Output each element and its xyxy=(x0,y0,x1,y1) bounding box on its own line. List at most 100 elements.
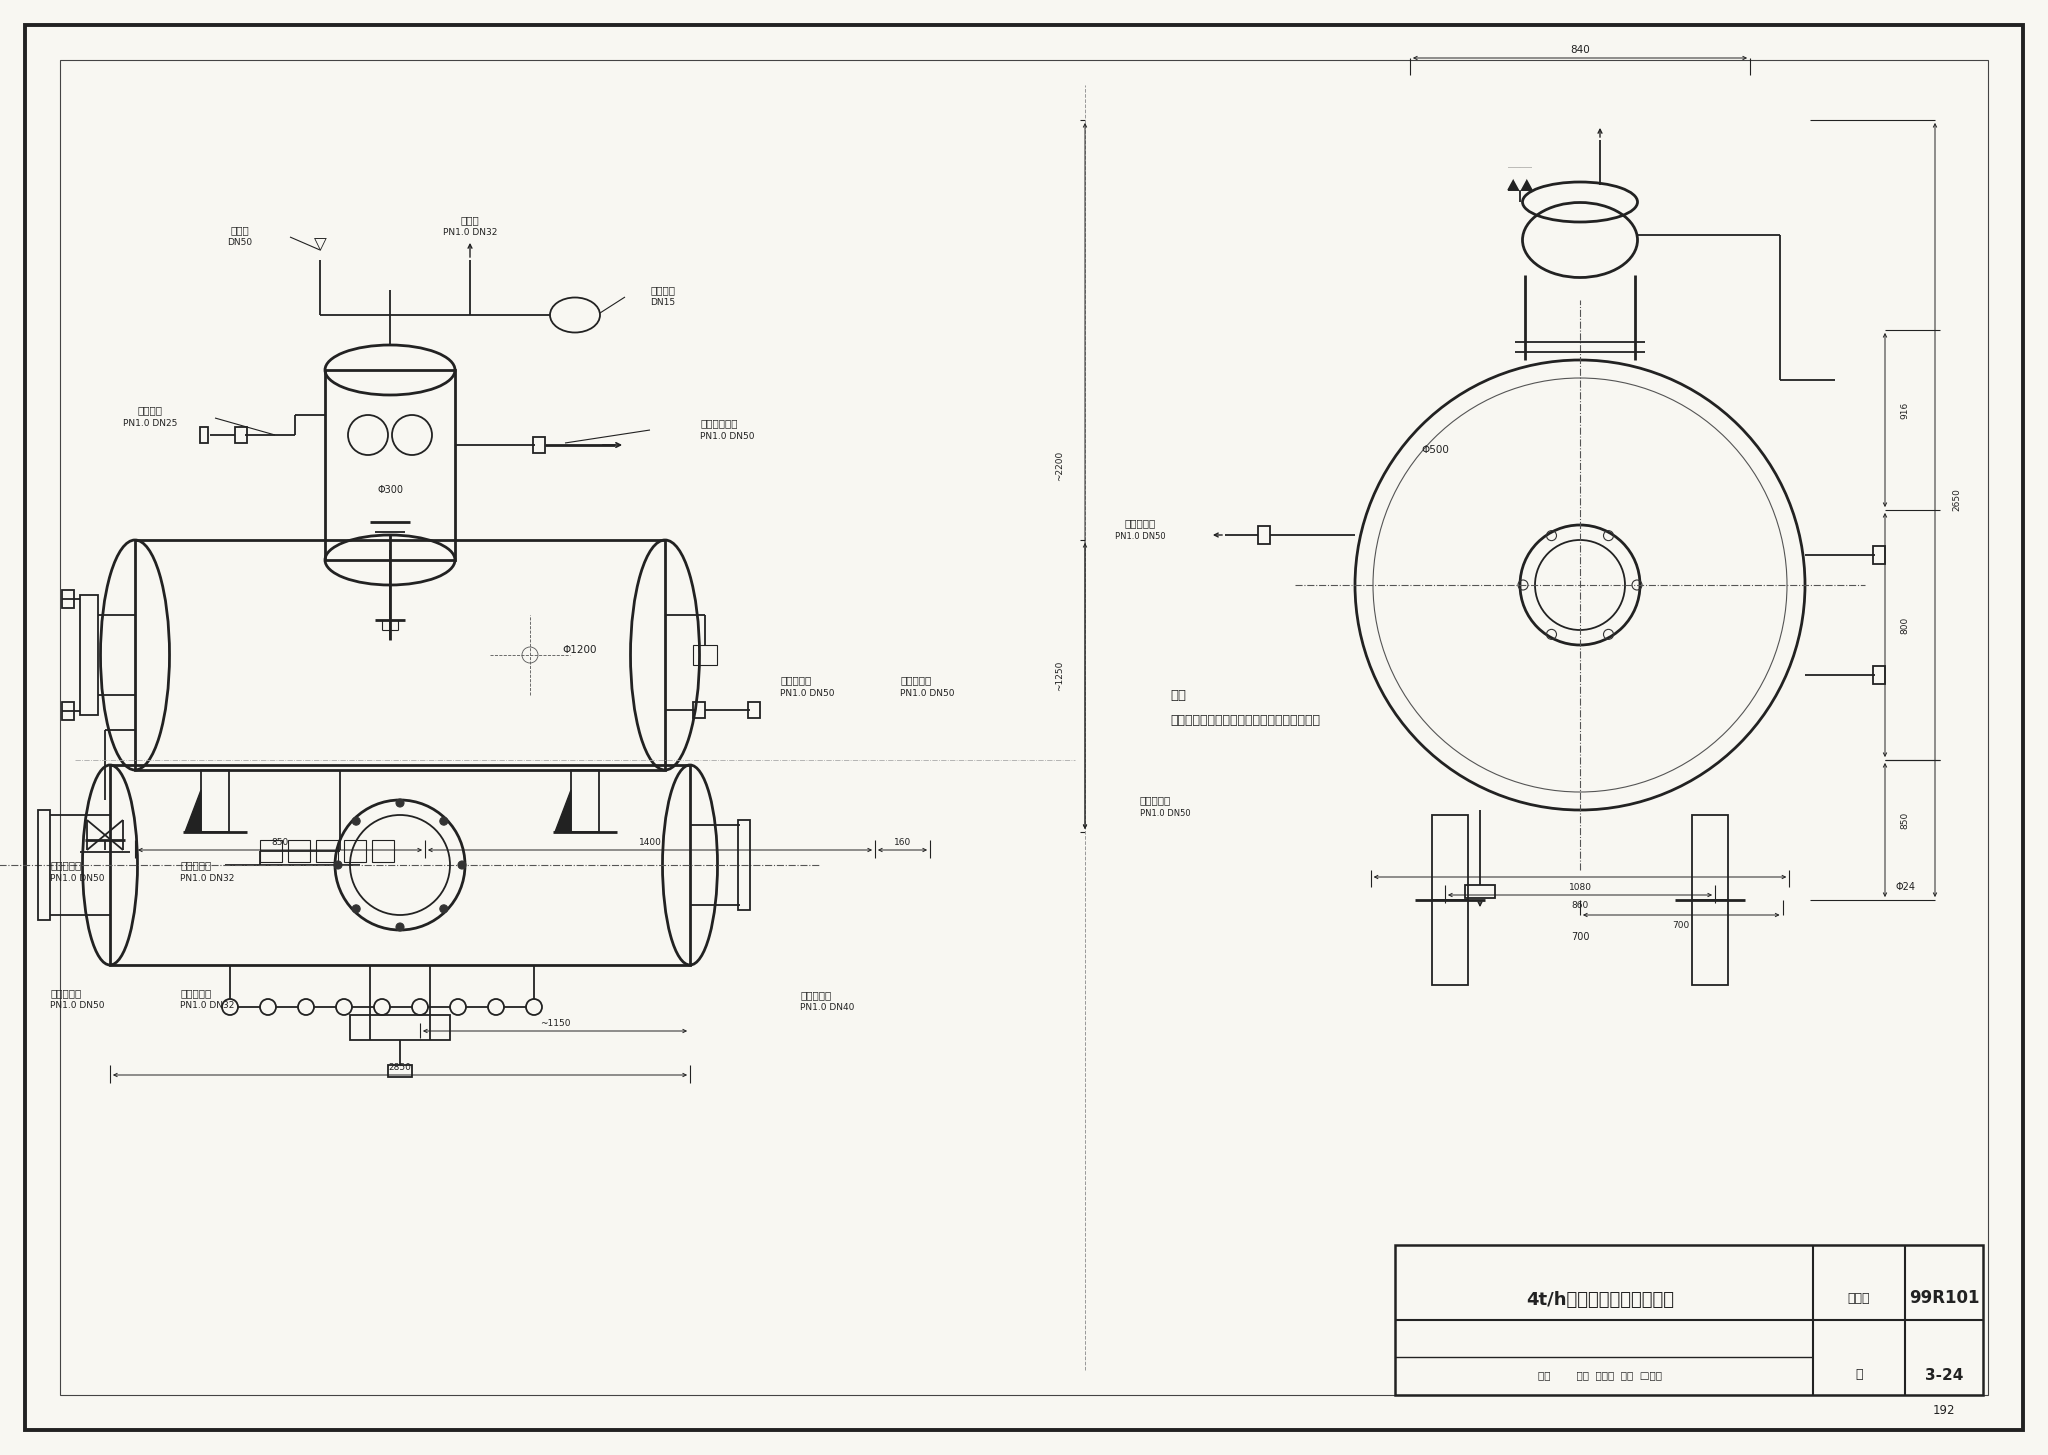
Bar xyxy=(1257,527,1270,544)
Text: 99R101: 99R101 xyxy=(1909,1289,1978,1307)
Bar xyxy=(373,840,393,861)
Bar xyxy=(344,840,367,861)
Text: 补充水入口: 补充水入口 xyxy=(801,989,831,1000)
Text: DN15: DN15 xyxy=(649,297,676,307)
Bar xyxy=(1395,1245,1982,1395)
Text: Φ24: Φ24 xyxy=(1894,882,1915,892)
Text: 辅助加热管: 辅助加热管 xyxy=(180,988,211,998)
Text: Φ300: Φ300 xyxy=(377,485,403,495)
Text: 916: 916 xyxy=(1901,402,1909,419)
Text: PN1.0 DN25: PN1.0 DN25 xyxy=(123,419,178,428)
Text: 除氧水出口: 除氧水出口 xyxy=(780,675,811,685)
Text: ~1150: ~1150 xyxy=(541,1020,569,1029)
Bar xyxy=(387,1065,412,1077)
Polygon shape xyxy=(184,790,201,832)
Text: 192: 192 xyxy=(1933,1404,1956,1417)
Text: 审核        校对  张松法  设计  □炳业: 审核 校对 张松法 设计 □炳业 xyxy=(1538,1371,1663,1379)
Circle shape xyxy=(352,818,360,825)
Bar xyxy=(260,840,283,861)
Polygon shape xyxy=(1507,167,1532,191)
Text: 注：: 注： xyxy=(1169,688,1186,701)
Text: 700: 700 xyxy=(1571,933,1589,941)
Text: 840: 840 xyxy=(1571,45,1589,55)
Bar xyxy=(201,426,209,442)
Text: ~1250: ~1250 xyxy=(1055,661,1065,691)
Bar xyxy=(111,765,690,965)
Circle shape xyxy=(334,861,342,869)
Text: 860: 860 xyxy=(1571,901,1589,909)
Circle shape xyxy=(440,818,449,825)
Text: 700: 700 xyxy=(1673,921,1690,930)
Circle shape xyxy=(395,799,403,808)
Text: 2850: 2850 xyxy=(389,1062,412,1071)
Text: 页: 页 xyxy=(1855,1369,1864,1381)
Text: PN1.0 DN50: PN1.0 DN50 xyxy=(1141,809,1190,818)
Text: PN1.0 DN50: PN1.0 DN50 xyxy=(780,688,834,697)
Text: 160: 160 xyxy=(893,838,911,847)
Text: 除氧水入口: 除氧水入口 xyxy=(1124,518,1155,528)
Bar xyxy=(1432,901,1468,985)
Bar xyxy=(1464,885,1495,898)
Text: 图集号: 图集号 xyxy=(1847,1292,1870,1305)
Circle shape xyxy=(352,905,360,912)
Bar xyxy=(289,840,309,861)
Text: 加热蒸气入口: 加热蒸气入口 xyxy=(700,418,737,428)
Text: PN1.0 DN50: PN1.0 DN50 xyxy=(49,1001,104,1011)
Circle shape xyxy=(395,922,403,931)
Bar xyxy=(350,1016,451,1040)
Text: PN1.0 DN32: PN1.0 DN32 xyxy=(442,227,498,237)
Text: PN1.0 DN50: PN1.0 DN50 xyxy=(1114,531,1165,540)
Text: PN1.0 DN32: PN1.0 DN32 xyxy=(180,873,233,883)
Bar xyxy=(1692,901,1729,985)
Text: 1080: 1080 xyxy=(1569,883,1591,892)
Bar xyxy=(692,645,717,665)
Bar xyxy=(326,370,455,560)
Text: PN1.0 DN50: PN1.0 DN50 xyxy=(700,432,754,441)
Text: 800: 800 xyxy=(1901,617,1909,633)
Text: ~2200: ~2200 xyxy=(1055,451,1065,482)
Text: 除氧水出口: 除氧水出口 xyxy=(899,675,932,685)
Text: 850: 850 xyxy=(1901,812,1909,829)
Text: 3-24: 3-24 xyxy=(1925,1368,1964,1382)
Bar xyxy=(1692,815,1729,901)
Bar xyxy=(748,701,760,717)
Text: 排气口: 排气口 xyxy=(461,215,479,226)
Bar xyxy=(61,589,74,608)
Text: PN1.0 DN40: PN1.0 DN40 xyxy=(801,1004,854,1013)
Circle shape xyxy=(459,861,467,869)
Text: PN1.0 DN32: PN1.0 DN32 xyxy=(180,1001,233,1011)
Text: 1400: 1400 xyxy=(639,838,662,847)
Text: 安全阀: 安全阀 xyxy=(231,226,250,236)
Text: 辅助加热管: 辅助加热管 xyxy=(180,860,211,870)
Bar xyxy=(1432,815,1468,901)
Text: 凝结水入口: 凝结水入口 xyxy=(1141,794,1171,805)
Text: Φ1200: Φ1200 xyxy=(563,645,598,655)
Text: 放水管出口: 放水管出口 xyxy=(49,988,82,998)
Polygon shape xyxy=(555,790,571,832)
Bar xyxy=(135,540,666,770)
Text: 4t/h大气式热力喷雾除氧器: 4t/h大气式热力喷雾除氧器 xyxy=(1526,1291,1673,1310)
Bar xyxy=(236,426,248,442)
Circle shape xyxy=(440,905,449,912)
Text: 接平衡器: 接平衡器 xyxy=(649,285,676,295)
Bar xyxy=(532,436,545,453)
Bar xyxy=(315,840,338,861)
Polygon shape xyxy=(1507,167,1532,191)
Text: 水泵回水: 水泵回水 xyxy=(137,404,162,415)
Text: 本图按照上海申星锅炉辅机厂产品样本编制。: 本图按照上海申星锅炉辅机厂产品样本编制。 xyxy=(1169,713,1321,726)
Bar xyxy=(692,701,705,717)
Bar xyxy=(80,595,98,714)
Bar xyxy=(61,701,74,720)
Text: 放水管出口: 放水管出口 xyxy=(49,860,82,870)
Text: PN1.0 DN50: PN1.0 DN50 xyxy=(49,873,104,883)
Bar xyxy=(201,770,229,832)
Text: Φ500: Φ500 xyxy=(1421,445,1448,455)
Text: PN1.0 DN50: PN1.0 DN50 xyxy=(899,688,954,697)
Text: 2650: 2650 xyxy=(1952,489,1962,512)
Bar xyxy=(737,821,750,909)
Bar xyxy=(1874,666,1884,684)
Text: ▽: ▽ xyxy=(313,236,326,255)
Text: DN50: DN50 xyxy=(227,237,252,246)
Bar xyxy=(1874,546,1884,565)
Bar xyxy=(571,770,598,832)
